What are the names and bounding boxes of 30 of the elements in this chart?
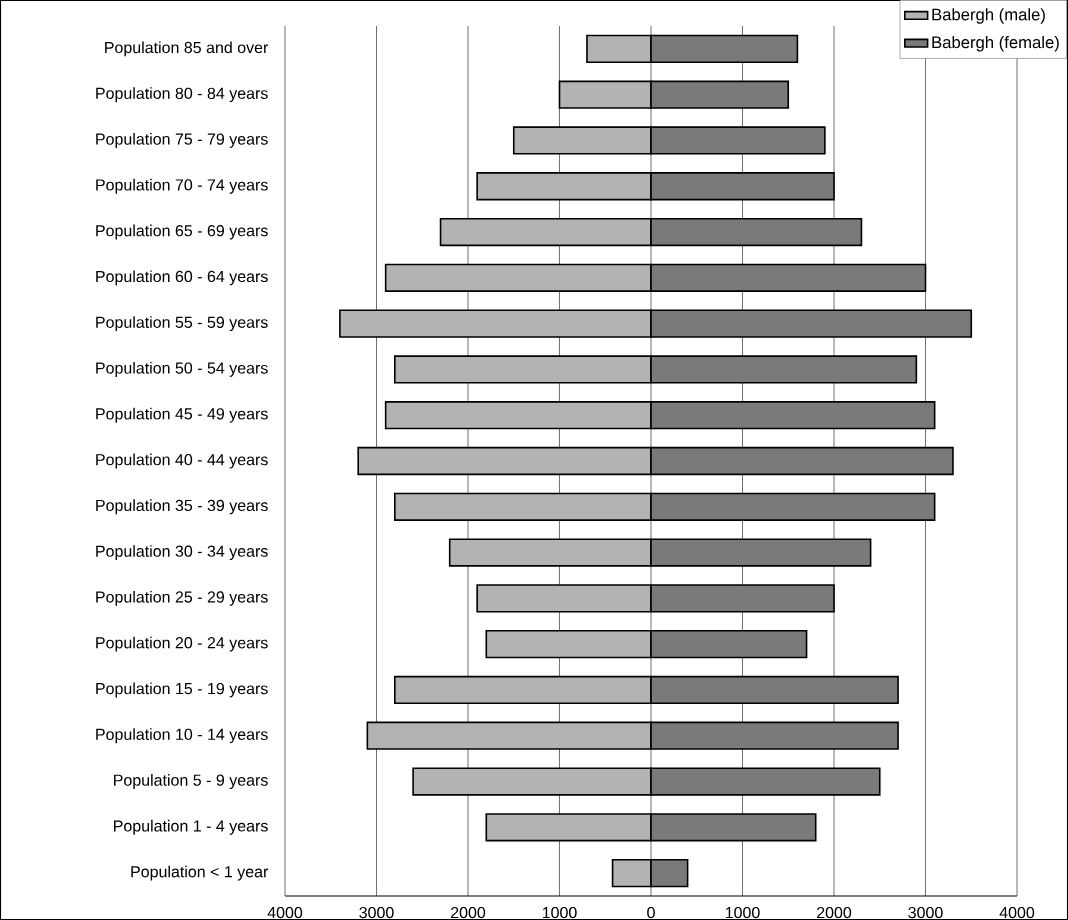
x-tick-label: 2000 — [817, 906, 852, 919]
y-tick-label: Population 55 - 59 years — [96, 316, 268, 332]
y-tick-label: Population 80 - 84 years — [96, 87, 268, 103]
x-tick-label: 1000 — [725, 906, 760, 919]
y-tick-label: Population 70 - 74 years — [96, 178, 268, 194]
legend-label: Babergh (female) — [932, 35, 1059, 52]
y-tick-label: Population 45 - 49 years — [96, 407, 268, 423]
y-tick-label: Population 85 and over — [105, 41, 269, 57]
y-tick-label: Population 65 - 69 years — [96, 224, 268, 240]
x-tick-label: 1000 — [542, 906, 577, 919]
y-tick-label: Population 5 - 9 years — [114, 774, 268, 789]
x-tick-label: 4000 — [267, 906, 303, 919]
y-tick-label: Population 1 - 4 years — [114, 819, 268, 835]
y-tick-label: Population 20 - 24 years — [96, 636, 268, 652]
x-tick-label: 2000 — [451, 906, 486, 919]
y-tick-label: Population 60 - 64 years — [96, 270, 268, 286]
y-tick-label: Population 35 - 39 years — [96, 499, 268, 515]
y-tick-label: Population 50 - 54 years — [96, 361, 268, 377]
x-tick-label: 3000 — [908, 906, 943, 919]
y-tick-label: Population 25 - 29 years — [96, 590, 268, 606]
y-tick-label: Population 75 - 79 years — [96, 133, 268, 148]
legend-label: Babergh (male) — [932, 8, 1045, 24]
x-tick-label: 4000 — [999, 906, 1035, 919]
x-tick-label: 3000 — [359, 906, 394, 919]
x-tick-label: 0 — [647, 906, 655, 919]
y-tick-label: Population 30 - 34 years — [96, 545, 268, 561]
y-tick-label: Population 40 - 44 years — [96, 453, 268, 469]
y-tick-label: Population 10 - 14 years — [96, 728, 268, 744]
y-tick-label: Population 15 - 19 years — [96, 682, 268, 698]
y-tick-label: Population < 1 year — [131, 865, 269, 881]
